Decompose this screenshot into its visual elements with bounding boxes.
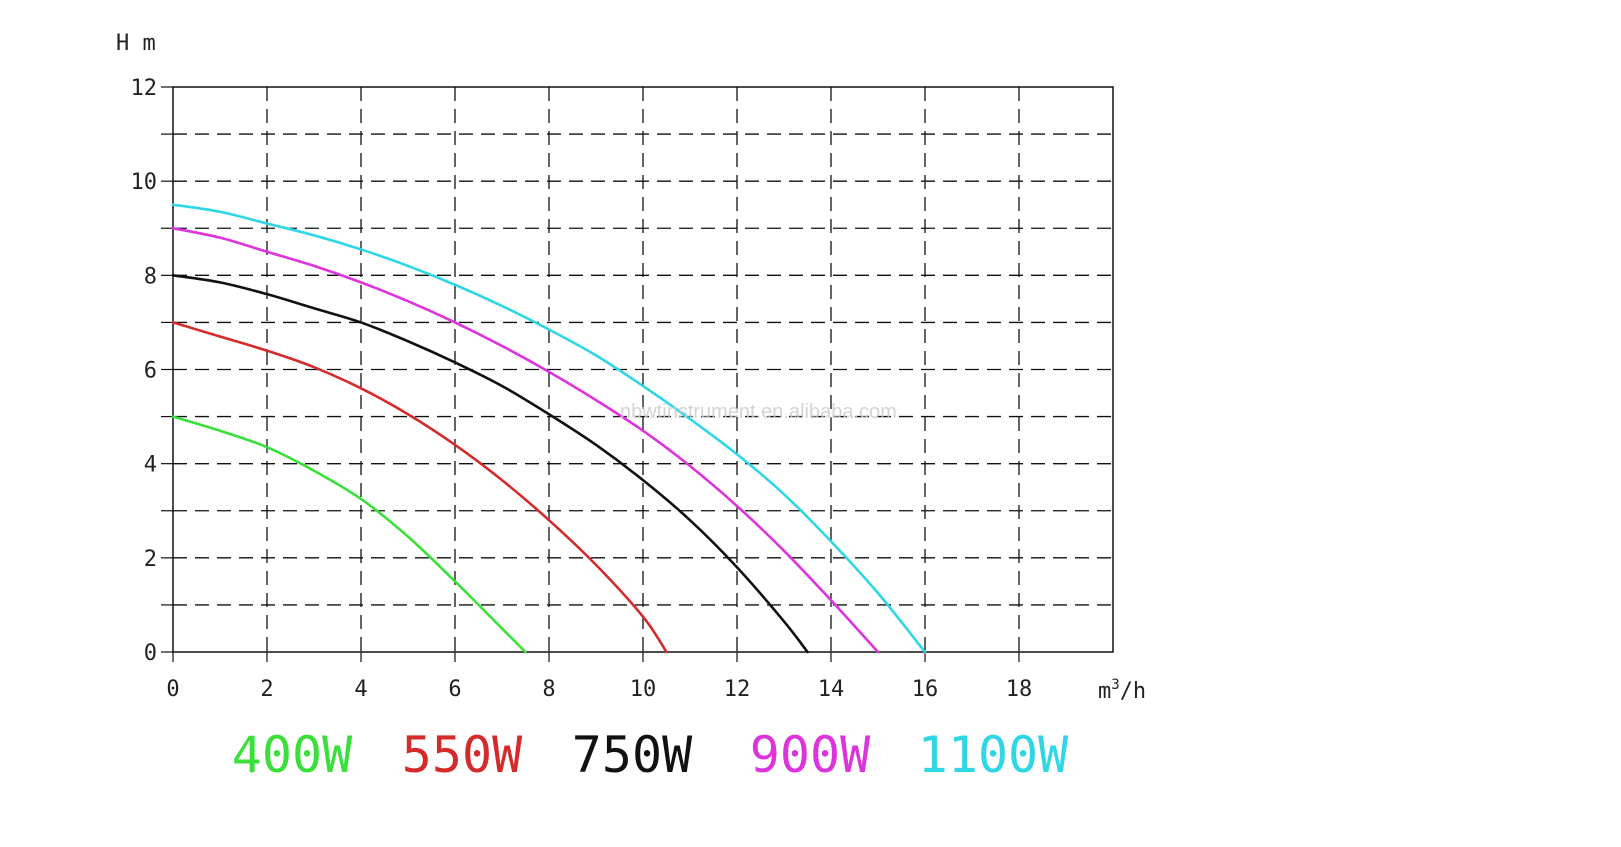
x-tick-label: 2 <box>260 677 273 702</box>
series-line-900w <box>171 226 880 654</box>
x-axis-label: m3/h <box>1098 677 1146 704</box>
legend-label-750w: 750W <box>572 726 693 784</box>
x-tick-label: 6 <box>448 677 461 702</box>
series-lines <box>171 203 927 654</box>
x-tick-label: 12 <box>724 677 751 702</box>
legend-label-550w: 550W <box>402 726 523 784</box>
grid <box>173 87 1113 652</box>
y-tick-label: 0 <box>144 641 157 666</box>
x-tick-label: 4 <box>354 677 367 702</box>
series-line-750w <box>171 274 809 654</box>
x-tick-label: 16 <box>912 677 939 702</box>
legend-label-1100w: 1100W <box>918 726 1069 784</box>
y-tick-label: 10 <box>131 170 158 195</box>
y-axis-label: H m <box>116 31 156 56</box>
y-tick-label: 8 <box>144 264 157 289</box>
x-tick-label: 8 <box>542 677 555 702</box>
x-axis-label-superscript: 3 <box>1111 677 1119 693</box>
y-tick-label: 2 <box>144 547 157 572</box>
x-tick-label: 18 <box>1006 677 1033 702</box>
axes <box>161 86 1114 662</box>
y-tick-label: 12 <box>131 76 158 101</box>
x-axis-label-tail: /h <box>1120 679 1147 704</box>
series-line-550w <box>171 321 668 654</box>
legend: 400W 550W 750W 900W 1100W <box>232 726 1069 784</box>
y-tick-label: 6 <box>144 359 157 384</box>
legend-label-400w: 400W <box>232 726 353 784</box>
x-tick-label: 0 <box>166 677 179 702</box>
tick-labels: 0 2 4 6 8 10 12 0 2 4 6 8 10 12 14 16 18 <box>131 76 1033 702</box>
y-tick-label: 4 <box>144 453 157 478</box>
legend-label-900w: 900W <box>750 726 871 784</box>
x-axis-label-base: m <box>1098 679 1111 704</box>
series-line-1100w <box>171 203 927 654</box>
series-line-400w <box>171 415 527 654</box>
x-tick-label: 10 <box>630 677 657 702</box>
x-tick-label: 14 <box>818 677 845 702</box>
watermark-text: nbwtinstrument.en.alibaba.com <box>620 401 897 423</box>
